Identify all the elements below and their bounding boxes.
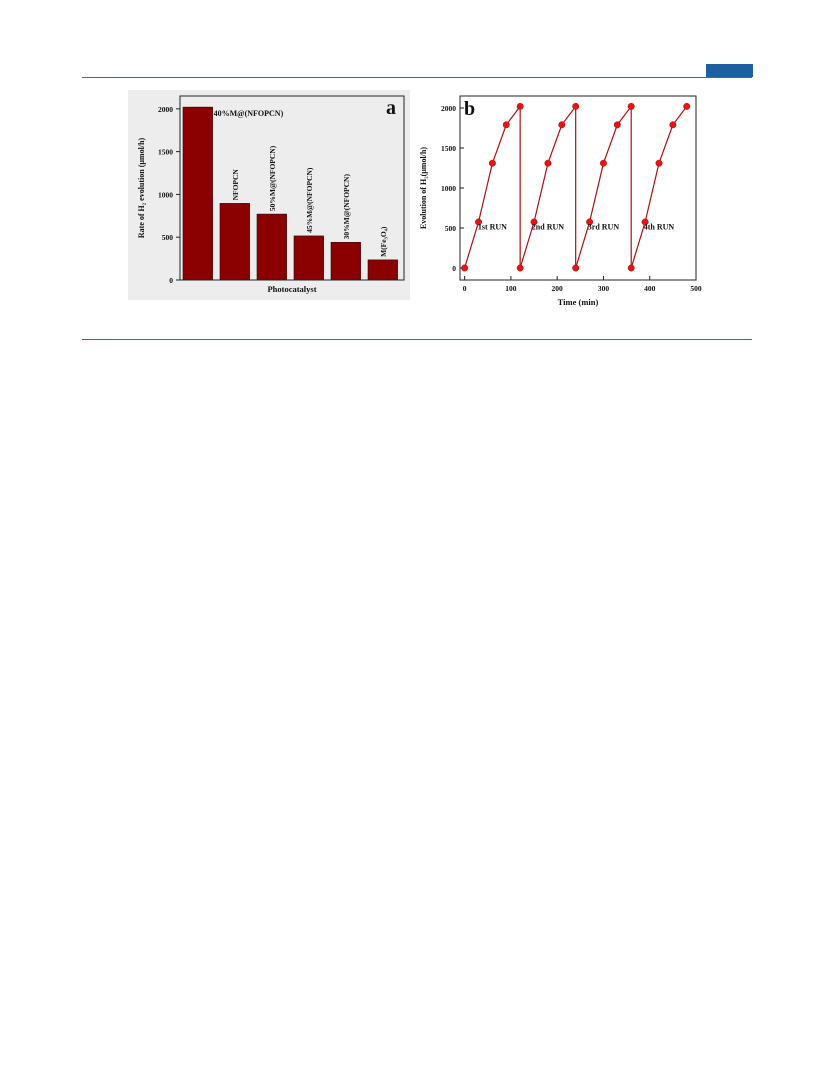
bar [367,259,398,281]
data-point [461,264,469,272]
header-tab [706,64,753,77]
run-label: 2nd RUN [532,223,564,232]
data-point [544,159,552,167]
bar-chart: 0 500 1000 1500 2000 Photocatalyst Rate of H₂ … [137,95,405,294]
panel-label: b [464,98,475,120]
data-point [572,102,580,110]
bar-label: NFOPCN [231,169,240,201]
data-point [600,159,607,167]
y-axis-label: Evolution of H₂(μmol/h) [419,147,428,229]
y-tick-label: 2000 [441,104,456,113]
data-point [502,121,510,129]
bar [219,203,250,281]
bar-label: 30%M@(NFOPCN) [342,174,351,240]
bar [330,242,361,281]
line-chart: 0 500 1000 1500 2000 0 100 200 300 400 500 Time (mi… [419,95,702,307]
data-point [558,121,566,129]
data-point [572,264,580,272]
line-chart-panel: 0 500 1000 1500 2000 0 100 200 300 400 500 Time (mi… [414,90,710,316]
x-tick-label: 200 [552,284,564,293]
x-tick-label: 400 [644,284,656,293]
run-label: 1st RUN [478,223,507,232]
bar [293,235,324,281]
bar-label: 45%M@(NFOPCN) [305,167,314,233]
bar-label: 50%M@(NFOPCN) [268,145,277,211]
data-point [488,159,496,167]
y-tick-label: 2000 [158,105,173,114]
x-tick-label: 500 [690,284,702,293]
data-point [627,264,635,272]
x-tick-label: 100 [505,284,517,293]
bar [182,106,213,281]
plot-frame [179,95,405,281]
run-label: 3rd RUN [588,223,620,232]
plot-frame [459,95,697,281]
data-point [516,102,524,110]
bar-label: M(Fe₃O₄) [379,226,388,257]
data-point [627,102,635,110]
header-rule [82,77,752,78]
x-axis-label: Time (min) [558,297,599,307]
data-point [516,264,524,272]
y-tick-label: 500 [162,233,174,242]
data-point [475,218,482,226]
data-point [669,121,677,129]
y-tick-label: 500 [445,224,457,233]
x-tick-label: 300 [598,284,610,293]
y-tick-label: 1500 [441,144,456,153]
y-tick-label: 0 [169,276,173,285]
footer-rule [82,339,752,340]
data-point [641,218,649,226]
y-axis-label: Rate of H₂ evolution (μmol/h) [137,138,146,239]
run-label: 4th RUN [644,223,675,232]
data-point [586,218,594,226]
data-point [655,159,663,167]
panel-label: a [386,97,396,119]
data-point [683,102,691,110]
y-tick-label: 1000 [158,190,173,199]
y-tick-label: 0 [452,264,456,273]
bar [256,213,287,281]
bar-chart-panel: 0 500 1000 1500 2000 Photocatalyst Rate of H₂ … [128,90,410,300]
data-point [530,218,538,226]
y-tick-label: 1500 [158,148,173,157]
data-point [613,121,621,129]
series-line [464,104,688,269]
x-tick-label: 0 [463,284,467,293]
bar-label: 40%M@(NFOPCN) [214,109,284,118]
x-axis-label: Photocatalyst [267,284,316,294]
y-tick-label: 1000 [441,184,456,193]
